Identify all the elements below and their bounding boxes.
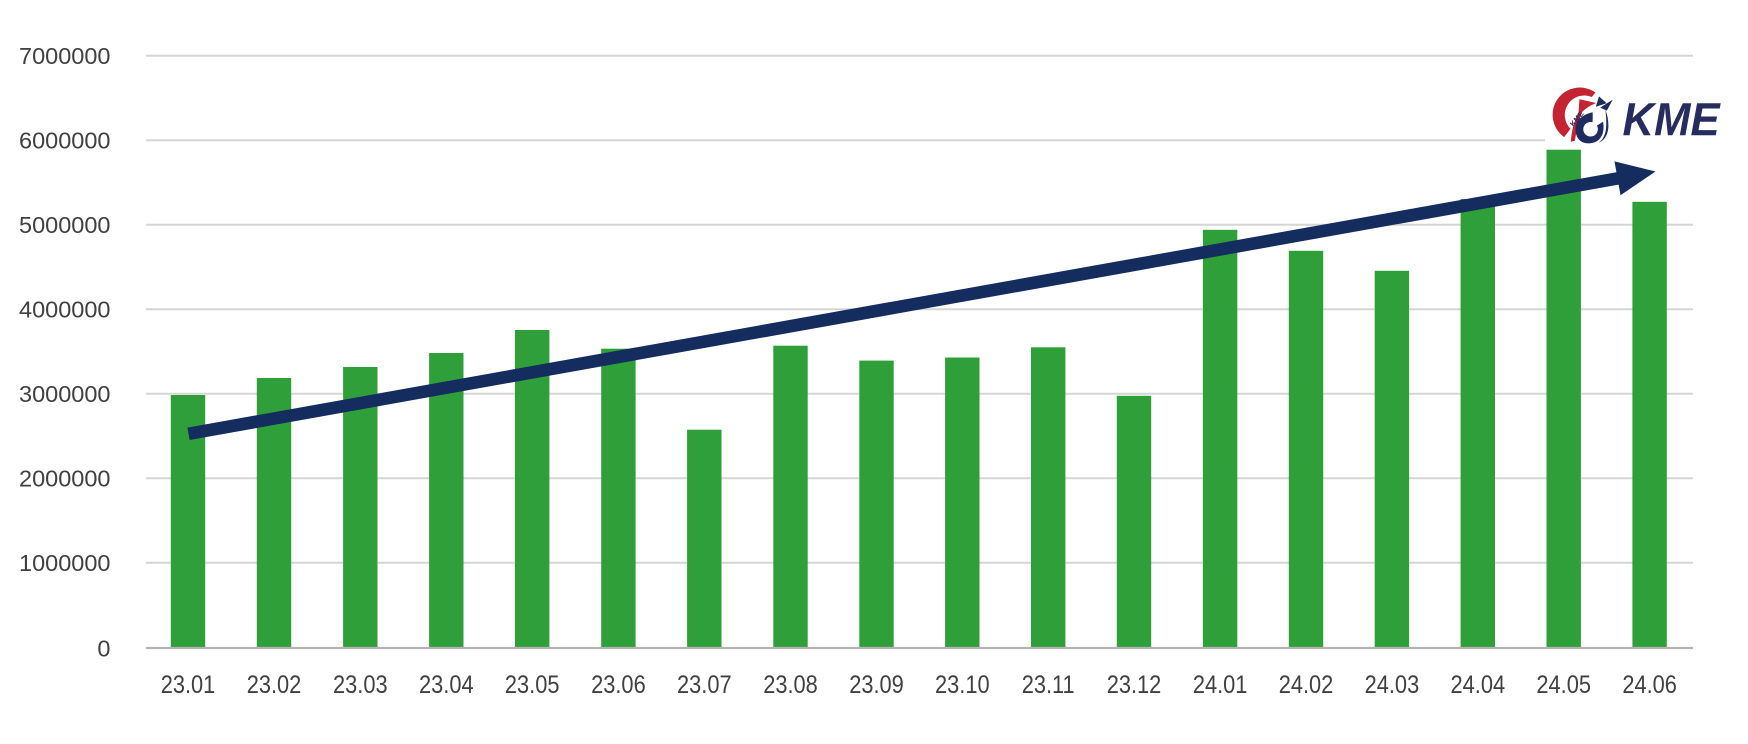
svg-text:23.04: 23.04: [419, 671, 474, 699]
svg-text:23.05: 23.05: [505, 671, 560, 699]
svg-text:23.11: 23.11: [1022, 671, 1075, 699]
svg-text:0: 0: [97, 636, 110, 662]
svg-text:23.12: 23.12: [1107, 671, 1162, 699]
svg-text:7000000: 7000000: [19, 43, 111, 69]
svg-text:23.07: 23.07: [677, 671, 732, 699]
svg-text:23.08: 23.08: [763, 671, 818, 699]
svg-text:3000000: 3000000: [19, 381, 111, 407]
svg-text:23.09: 23.09: [849, 671, 904, 699]
svg-text:1000000: 1000000: [19, 550, 111, 576]
svg-text:23.01: 23.01: [161, 671, 216, 699]
svg-text:23.03: 23.03: [333, 671, 388, 699]
svg-text:23.02: 23.02: [247, 671, 302, 699]
svg-text:6000000: 6000000: [19, 128, 111, 154]
svg-text:24.06: 24.06: [1622, 671, 1677, 699]
svg-text:4000000: 4000000: [19, 297, 111, 323]
svg-text:23.06: 23.06: [591, 671, 646, 699]
svg-text:24.03: 24.03: [1365, 671, 1420, 699]
svg-text:23.10: 23.10: [935, 671, 990, 699]
svg-text:24.02: 24.02: [1279, 671, 1334, 699]
svg-text:24.04: 24.04: [1451, 671, 1506, 699]
svg-text:24.01: 24.01: [1193, 671, 1248, 699]
svg-text:2000000: 2000000: [19, 466, 111, 492]
svg-text:24.05: 24.05: [1536, 671, 1591, 699]
svg-text:5000000: 5000000: [19, 212, 111, 238]
